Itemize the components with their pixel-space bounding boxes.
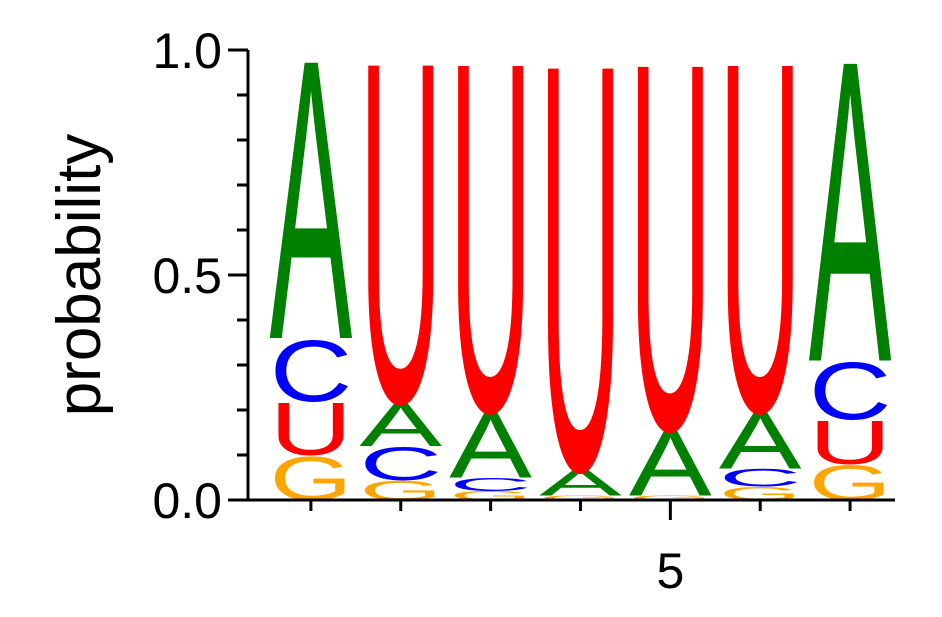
logo-letter: A xyxy=(359,390,442,460)
logo-letter: A xyxy=(270,0,353,423)
logo-letter: C xyxy=(270,323,353,421)
logo-letter: U xyxy=(629,0,712,540)
logo-letter: A xyxy=(719,396,802,487)
logo-letter: U xyxy=(449,0,532,516)
logo-letter: A xyxy=(449,392,532,498)
logo-letter: C xyxy=(359,438,442,490)
logo-letter: C xyxy=(719,464,802,492)
logo-letter: G xyxy=(539,494,622,501)
logo-letter: U xyxy=(359,0,442,505)
logo-letter: U xyxy=(809,408,892,478)
x-tick-label: 5 xyxy=(656,543,684,599)
logo-letter: A xyxy=(809,0,892,452)
y-tick-label: 0.0 xyxy=(152,473,222,529)
y-axis-label: probability xyxy=(45,134,114,417)
logo-letter: U xyxy=(270,387,353,471)
logo-letter: G xyxy=(629,494,712,501)
y-tick-label: 1.0 xyxy=(152,23,222,79)
y-tick-label: 0.5 xyxy=(152,248,222,304)
logo-letter: A xyxy=(629,410,712,516)
logo-letter: C xyxy=(449,474,532,495)
logo-letter: A xyxy=(539,462,622,504)
logo-letter: C xyxy=(809,346,892,437)
logo-letter: U xyxy=(539,0,622,592)
logo-letter: U xyxy=(719,0,802,516)
